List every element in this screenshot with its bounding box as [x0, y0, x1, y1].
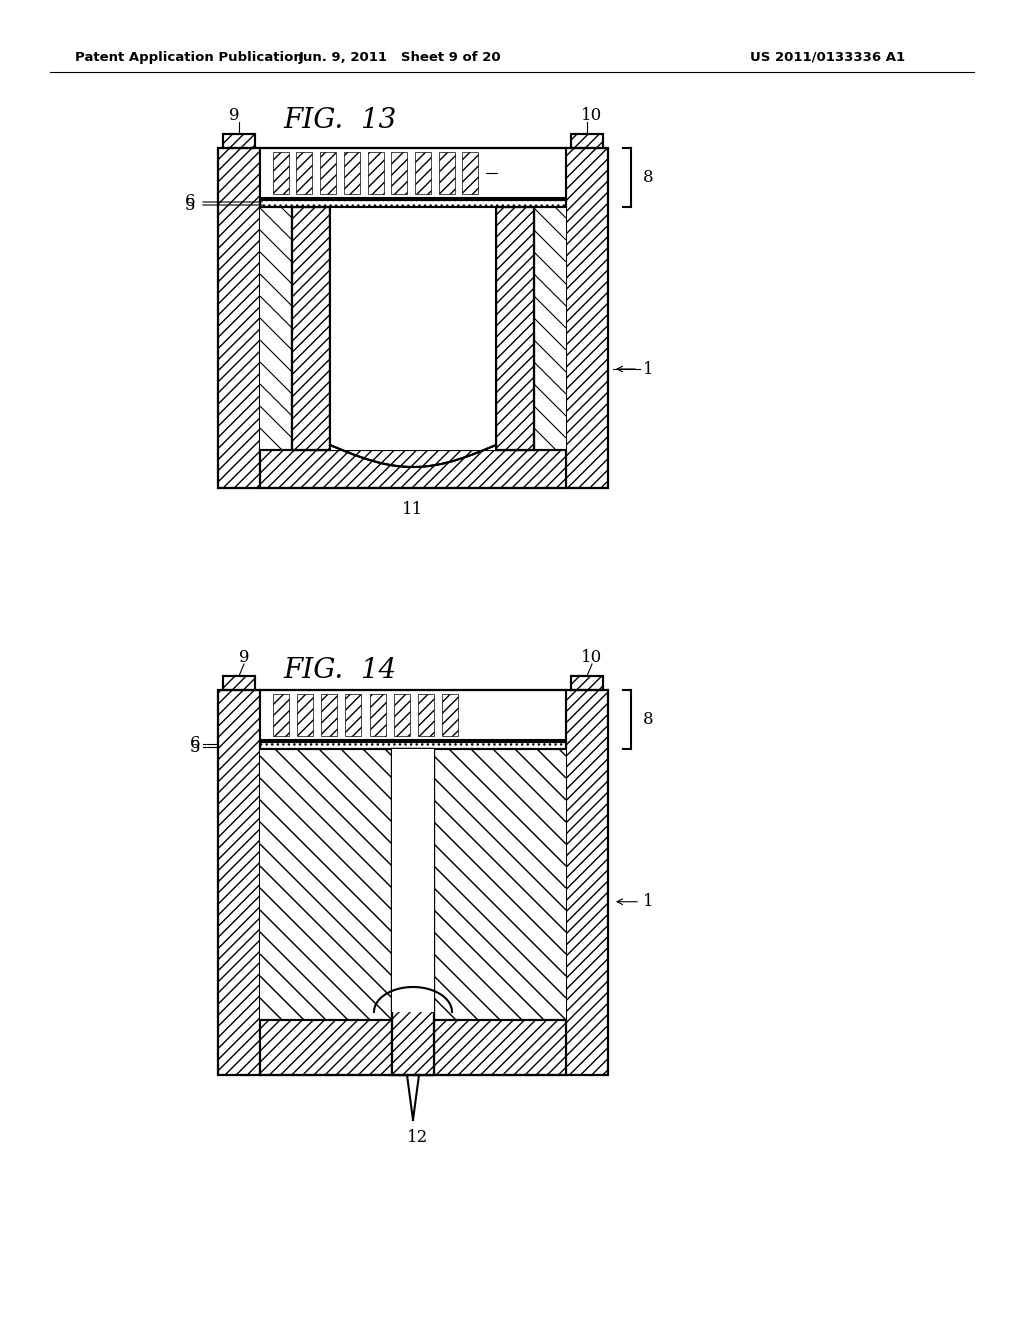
Bar: [260, 748, 566, 1074]
Bar: [260, 1020, 566, 1074]
Text: 1: 1: [643, 894, 653, 911]
Text: 10: 10: [582, 107, 603, 124]
Bar: [223, 676, 255, 690]
Bar: [260, 742, 566, 748]
Bar: [330, 207, 496, 445]
Bar: [571, 135, 603, 148]
Bar: [566, 690, 608, 1074]
Text: 10: 10: [582, 649, 603, 667]
Bar: [571, 676, 603, 690]
Bar: [260, 450, 566, 488]
Bar: [344, 152, 359, 194]
Bar: [218, 690, 260, 1074]
Text: 6: 6: [184, 194, 195, 210]
Bar: [260, 201, 566, 207]
Text: 5: 5: [184, 197, 195, 214]
Bar: [418, 694, 434, 737]
Text: 8: 8: [643, 711, 653, 729]
Bar: [393, 694, 410, 737]
Bar: [571, 135, 603, 148]
Bar: [260, 748, 392, 1020]
Bar: [296, 152, 312, 194]
Bar: [223, 676, 255, 690]
Bar: [392, 748, 434, 1074]
Bar: [260, 450, 566, 488]
Bar: [345, 694, 361, 737]
Bar: [496, 207, 534, 450]
Text: 5: 5: [189, 738, 200, 755]
Bar: [292, 207, 330, 450]
Bar: [370, 694, 386, 737]
Bar: [392, 748, 434, 1012]
Bar: [330, 207, 496, 450]
Bar: [292, 207, 330, 450]
Bar: [434, 748, 566, 1020]
Bar: [218, 690, 608, 1074]
Bar: [292, 207, 330, 450]
Bar: [260, 201, 566, 207]
Bar: [566, 148, 608, 488]
Text: 11: 11: [402, 502, 424, 519]
Bar: [260, 148, 566, 198]
Bar: [571, 676, 603, 690]
Text: 11: 11: [433, 1039, 455, 1056]
Bar: [322, 694, 337, 737]
Text: 6: 6: [189, 735, 200, 752]
Text: 7: 7: [482, 706, 493, 723]
Bar: [218, 148, 260, 488]
Text: 9: 9: [239, 649, 249, 667]
Text: Patent Application Publication: Patent Application Publication: [75, 50, 303, 63]
Text: FIG.  13: FIG. 13: [284, 107, 396, 133]
Bar: [260, 1020, 566, 1074]
Bar: [392, 748, 434, 1074]
Bar: [442, 694, 458, 737]
Bar: [462, 152, 478, 194]
Bar: [223, 135, 255, 148]
Bar: [496, 207, 534, 450]
Text: 7: 7: [499, 165, 510, 181]
Bar: [260, 690, 566, 741]
Bar: [223, 135, 255, 148]
Bar: [260, 742, 566, 748]
Bar: [392, 748, 434, 1074]
Bar: [292, 207, 330, 450]
Bar: [218, 148, 608, 488]
Bar: [496, 207, 534, 450]
Text: Jun. 9, 2011   Sheet 9 of 20: Jun. 9, 2011 Sheet 9 of 20: [299, 50, 502, 63]
Bar: [297, 694, 313, 737]
Bar: [218, 148, 608, 488]
Text: 9: 9: [228, 107, 240, 124]
Bar: [415, 152, 431, 194]
Text: 8: 8: [643, 169, 653, 186]
Bar: [292, 207, 330, 450]
Bar: [496, 207, 534, 450]
Bar: [438, 152, 455, 194]
Bar: [368, 152, 384, 194]
Bar: [496, 207, 534, 450]
Text: FIG.  14: FIG. 14: [284, 656, 396, 684]
Bar: [392, 748, 434, 1074]
Bar: [218, 690, 608, 1074]
Bar: [273, 694, 289, 737]
Bar: [321, 152, 336, 194]
Bar: [272, 152, 289, 194]
Bar: [260, 207, 566, 488]
Bar: [391, 152, 408, 194]
Text: US 2011/0133336 A1: US 2011/0133336 A1: [750, 50, 905, 63]
Text: 1: 1: [643, 360, 653, 378]
Text: 12: 12: [408, 1130, 429, 1147]
